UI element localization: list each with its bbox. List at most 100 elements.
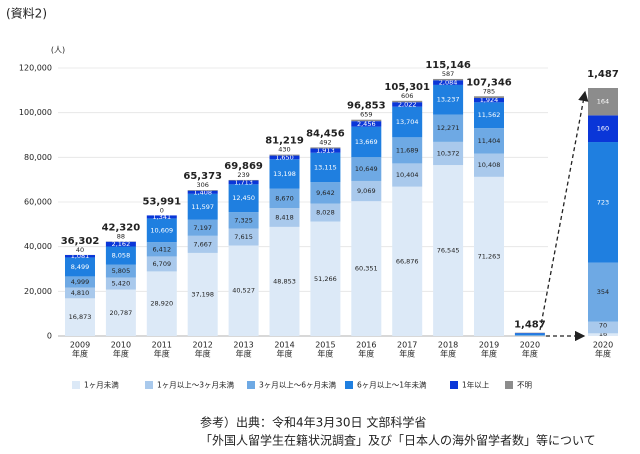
total-label: 69,869 [224, 161, 263, 172]
segment-label: 13,115 [314, 163, 337, 171]
segment-label: 239 [237, 171, 249, 179]
segment-label: 8,418 [275, 213, 294, 221]
inset-segment-label: 160 [597, 125, 609, 133]
segment-label: 4,999 [71, 278, 90, 286]
x-tick-label: 2015 [315, 341, 335, 350]
bar-segment [269, 188, 300, 209]
segment-label: 306 [196, 181, 208, 189]
inset-segment-label: 164 [597, 98, 609, 106]
segment-label: 60,351 [355, 265, 378, 273]
bar-segment [514, 333, 545, 336]
legend-label: 1ヶ月未満 [84, 380, 119, 390]
segment-label: 1,913 [316, 147, 335, 155]
segment-label: 10,372 [437, 149, 460, 157]
bar-segment [310, 152, 341, 183]
x-tick-label: 年度 [481, 349, 497, 359]
bar-segment [392, 186, 423, 336]
segment-label: 37,198 [191, 290, 214, 298]
x-tick-label: 2018 [438, 341, 458, 350]
x-tick-label: 年度 [195, 349, 211, 359]
bar-segment [65, 276, 95, 288]
segment-label: 2,084 [439, 79, 458, 87]
segment-label: 1,341 [152, 213, 171, 221]
bar-segment [269, 226, 300, 336]
segment-label: 13,237 [437, 96, 460, 104]
segment-label: 71,263 [478, 252, 501, 260]
segment-label: 16,873 [69, 313, 92, 321]
segment-label: 1,924 [480, 96, 499, 104]
x-tick-label: 2019 [479, 341, 499, 350]
segment-label: 606 [401, 92, 413, 100]
total-label: 96,853 [347, 101, 386, 112]
inset-bar-segment [588, 88, 618, 116]
legend-swatch [72, 381, 80, 389]
segment-label: 6,709 [152, 260, 171, 268]
inset-x-label: 2020 [593, 341, 613, 350]
bar-segment [146, 256, 177, 272]
inset-bar-segment [588, 321, 618, 334]
x-tick-label: 2013 [233, 341, 253, 350]
legend-swatch [247, 381, 255, 389]
segment-label: 5,420 [112, 280, 131, 288]
inset-total-label: 1,487 [587, 69, 619, 80]
segment-label: 8,670 [275, 194, 294, 202]
inset-segment-label: 70 [599, 321, 607, 329]
bar-segment [65, 257, 95, 277]
bar-segment [228, 228, 259, 246]
inset-x-label: 年度 [595, 349, 611, 359]
bar-segment [310, 147, 341, 149]
total-label: 81,219 [265, 136, 304, 147]
bar-segment [433, 80, 464, 85]
legend-swatch [145, 381, 153, 389]
bar-segment [474, 98, 504, 103]
legend-swatch [505, 381, 513, 389]
inset-segment-label: 16 [599, 330, 607, 338]
segment-label: 8,499 [71, 263, 90, 271]
segment-label: 1,713 [234, 178, 253, 186]
bar-segment [310, 203, 341, 222]
source-note: 「外国人留学生在籍状況調査」及び「日本人の海外留学者数」等について [200, 433, 596, 448]
segment-label: 7,667 [193, 240, 212, 248]
segment-label: 40 [76, 246, 84, 254]
segment-label: 76,545 [437, 247, 460, 255]
x-tick-label: 年度 [358, 349, 374, 359]
legend-label: 1年以上 [462, 380, 490, 390]
legend-label: 6ヶ月以上～1年未満 [357, 380, 427, 390]
total-label: 36,302 [61, 236, 100, 247]
bar-segment [187, 235, 218, 253]
legend-swatch [450, 381, 458, 389]
legend-label: 不明 [517, 381, 532, 390]
bar-segment [474, 176, 504, 336]
segment-label: 6,412 [152, 245, 171, 253]
plot: 0 20,000 40,000 60,000 80,000 100,000 120,000 2… [19, 60, 619, 390]
bar-segment [187, 190, 218, 191]
bar-segment [65, 287, 95, 299]
segment-label: 12,450 [232, 194, 255, 202]
segment-label: 8,058 [112, 252, 131, 260]
bar-segment [310, 148, 341, 153]
bar-segment [228, 245, 259, 336]
bar-segment [351, 126, 382, 158]
segment-label: 13,669 [355, 138, 378, 146]
bar-segment [351, 201, 382, 336]
segment-label: 40,527 [232, 287, 255, 295]
bar-segment [514, 335, 545, 336]
bar-segment [392, 137, 423, 164]
bar-segment [269, 159, 300, 189]
inset-bar-segment [588, 115, 618, 143]
segment-label: 11,689 [396, 146, 419, 154]
segment-label: 66,876 [396, 257, 419, 265]
segment-label: 11,404 [478, 137, 501, 145]
segment-label: 28,920 [150, 300, 173, 308]
bar-segment [228, 184, 259, 213]
legend-label: 1ヶ月以上～3ヶ月未満 [157, 380, 235, 390]
x-tick-label: 年度 [317, 349, 333, 359]
bar-segment [105, 277, 136, 290]
bar-segment [310, 221, 341, 336]
bar-segment [187, 252, 218, 336]
x-tick-label: 2012 [193, 341, 213, 350]
bar-segment [65, 255, 95, 258]
bar-segment [392, 100, 423, 103]
legend-label: 3ヶ月以上～6ヶ月未満 [259, 380, 337, 390]
segment-label: 1,408 [193, 188, 212, 196]
